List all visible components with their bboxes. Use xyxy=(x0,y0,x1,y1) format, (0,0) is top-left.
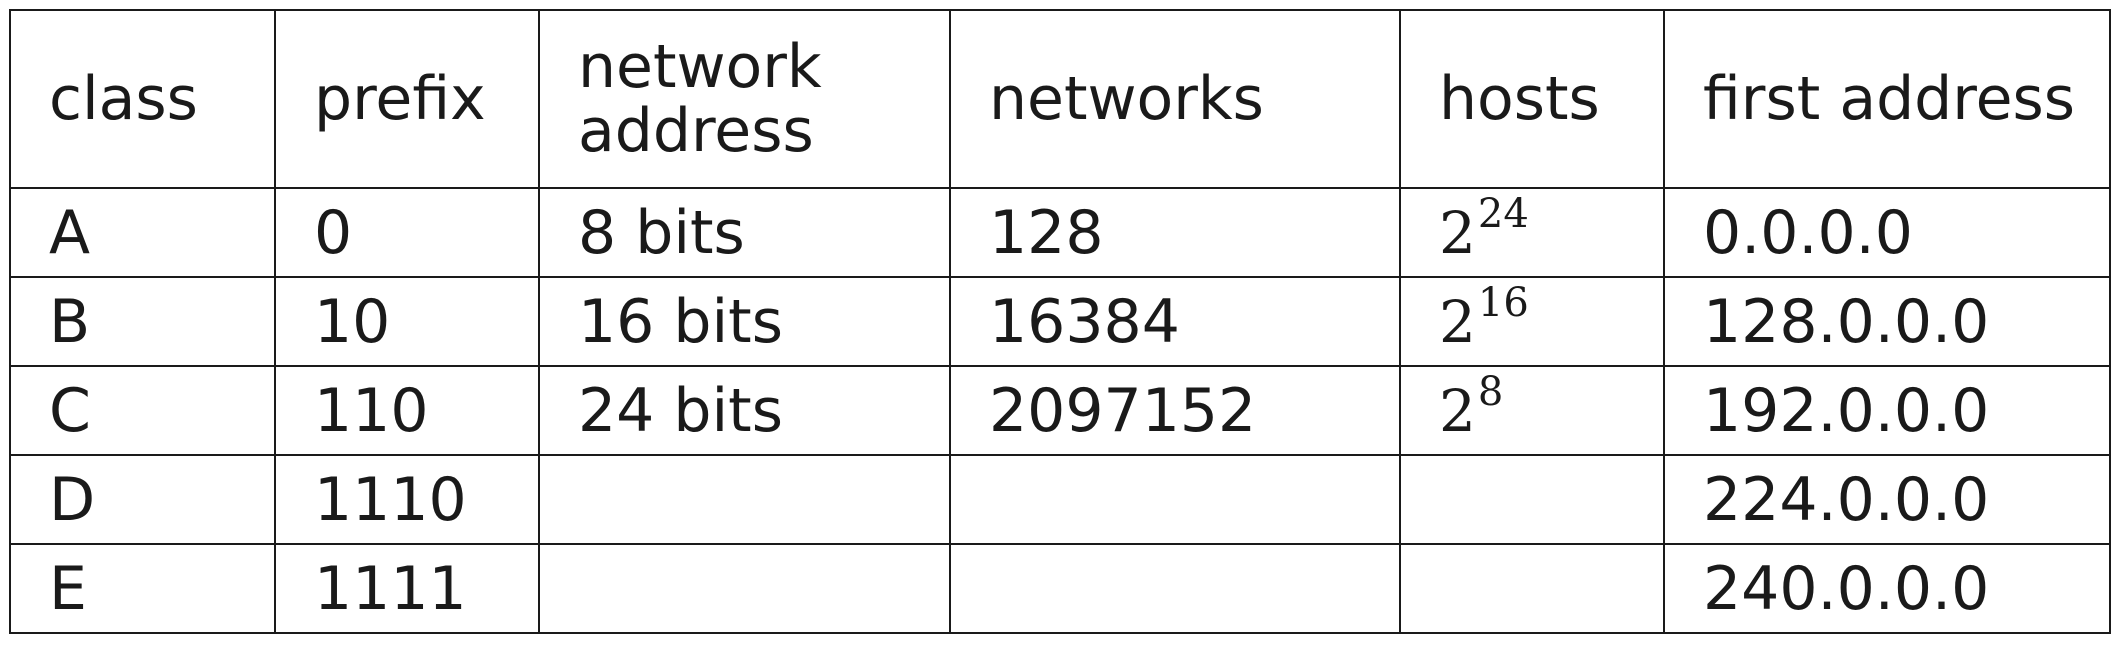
header-row: class prefix network address networks ho… xyxy=(9,9,2111,189)
table-body: A 0 8 bits 128 224 0.0.0.0 B 10 16 bits … xyxy=(9,187,2111,634)
header-hosts: hosts xyxy=(1399,9,1665,189)
hosts-exponent: 24 xyxy=(1477,190,1529,237)
cell-first-address: 192.0.0.0 xyxy=(1663,365,2111,456)
cell-hosts: 224 xyxy=(1399,187,1665,278)
cell-prefix: 110 xyxy=(274,365,540,456)
cell-prefix: 10 xyxy=(274,276,540,367)
cell-networks: 2097152 xyxy=(949,365,1401,456)
cell-network-address xyxy=(538,454,951,545)
table-row: C 110 24 bits 2097152 28 192.0.0.0 xyxy=(9,365,2111,456)
cell-class: E xyxy=(9,543,276,634)
cell-network-address: 16 bits xyxy=(538,276,951,367)
cell-prefix: 0 xyxy=(274,187,540,278)
cell-networks xyxy=(949,543,1401,634)
cell-first-address: 240.0.0.0 xyxy=(1663,543,2111,634)
hosts-exponent: 16 xyxy=(1477,279,1529,326)
hosts-base: 2 xyxy=(1439,287,1476,356)
cell-class: B xyxy=(9,276,276,367)
cell-first-address: 0.0.0.0 xyxy=(1663,187,2111,278)
header-first-address: first address xyxy=(1663,9,2111,189)
cell-first-address: 128.0.0.0 xyxy=(1663,276,2111,367)
header-networks: networks xyxy=(949,9,1401,189)
cell-prefix: 1111 xyxy=(274,543,540,634)
cell-class: C xyxy=(9,365,276,456)
table-header: class prefix network address networks ho… xyxy=(9,9,2111,189)
ip-address-classes-table: class prefix network address networks ho… xyxy=(9,9,2111,634)
cell-network-address: 8 bits xyxy=(538,187,951,278)
cell-class: D xyxy=(9,454,276,545)
cell-networks: 16384 xyxy=(949,276,1401,367)
cell-hosts xyxy=(1399,543,1665,634)
cell-prefix: 1110 xyxy=(274,454,540,545)
hosts-base: 2 xyxy=(1439,376,1476,445)
table-row: B 10 16 bits 16384 216 128.0.0.0 xyxy=(9,276,2111,367)
cell-first-address: 224.0.0.0 xyxy=(1663,454,2111,545)
header-prefix: prefix xyxy=(274,9,540,189)
header-network-address: network address xyxy=(538,9,951,189)
table-row: D 1110 224.0.0.0 xyxy=(9,454,2111,545)
cell-network-address xyxy=(538,543,951,634)
cell-hosts: 28 xyxy=(1399,365,1665,456)
cell-hosts xyxy=(1399,454,1665,545)
cell-networks: 128 xyxy=(949,187,1401,278)
hosts-exponent: 8 xyxy=(1477,368,1504,415)
header-class: class xyxy=(9,9,276,189)
hosts-base: 2 xyxy=(1439,198,1476,267)
cell-network-address: 24 bits xyxy=(538,365,951,456)
table-row: A 0 8 bits 128 224 0.0.0.0 xyxy=(9,187,2111,278)
cell-hosts: 216 xyxy=(1399,276,1665,367)
table-row: E 1111 240.0.0.0 xyxy=(9,543,2111,634)
cell-networks xyxy=(949,454,1401,545)
cell-class: A xyxy=(9,187,276,278)
